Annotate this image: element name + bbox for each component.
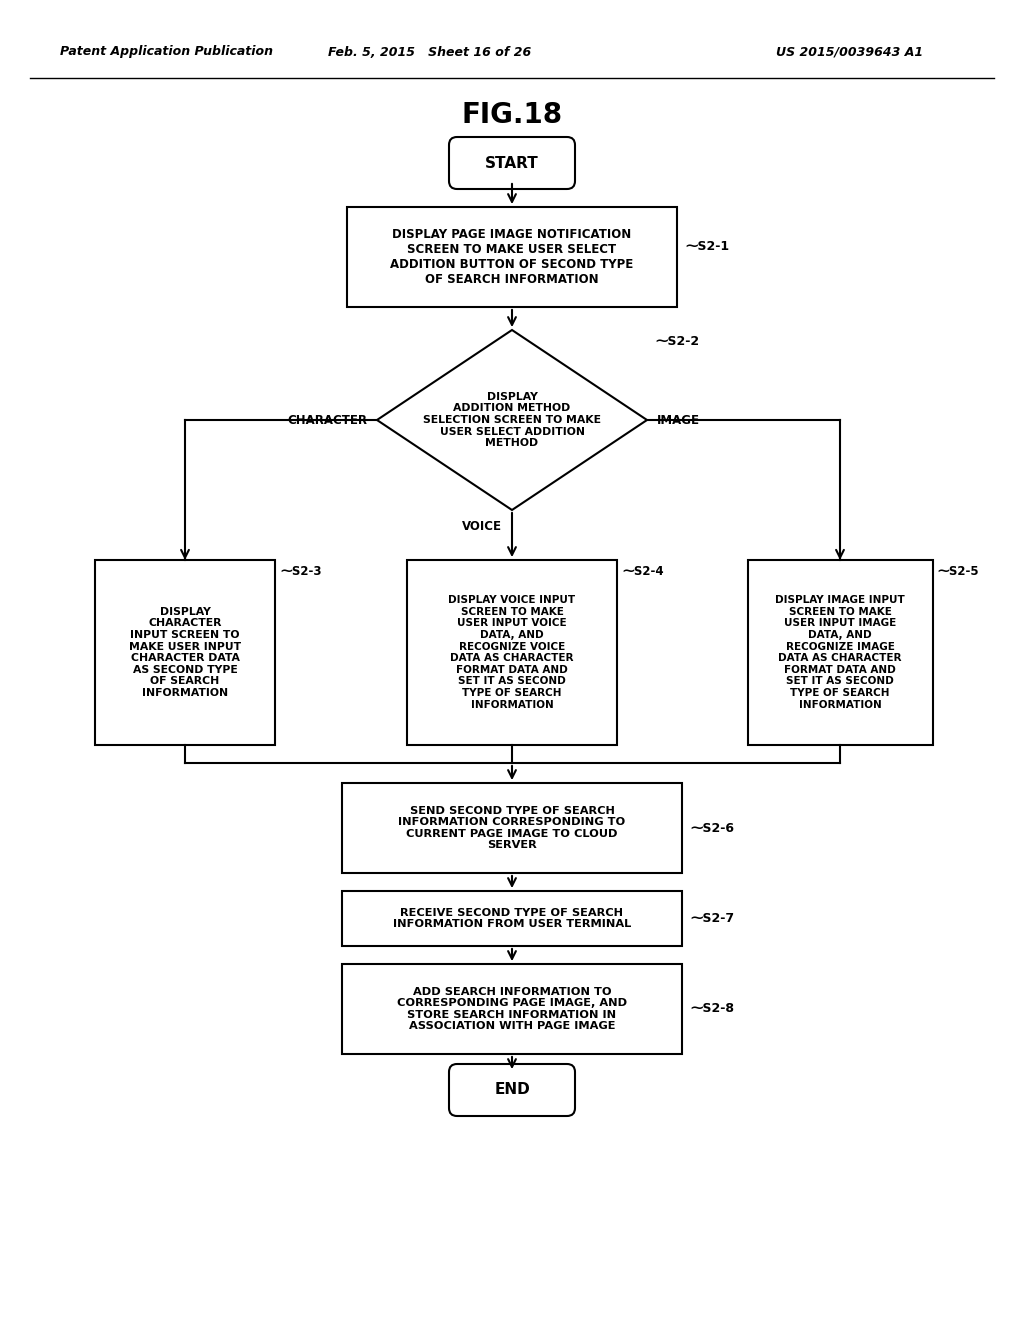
Text: ⁓S2-1: ⁓S2-1 xyxy=(685,240,729,253)
Text: CHARACTER: CHARACTER xyxy=(287,413,367,426)
Text: ⁓S2-8: ⁓S2-8 xyxy=(690,1002,734,1015)
Text: ADD SEARCH INFORMATION TO
CORRESPONDING PAGE IMAGE, AND
STORE SEARCH INFORMATION: ADD SEARCH INFORMATION TO CORRESPONDING … xyxy=(397,986,627,1031)
Text: Feb. 5, 2015   Sheet 16 of 26: Feb. 5, 2015 Sheet 16 of 26 xyxy=(329,45,531,58)
FancyBboxPatch shape xyxy=(748,560,933,744)
Text: SEND SECOND TYPE OF SEARCH
INFORMATION CORRESPONDING TO
CURRENT PAGE IMAGE TO CL: SEND SECOND TYPE OF SEARCH INFORMATION C… xyxy=(398,805,626,850)
Text: ⁓S2-7: ⁓S2-7 xyxy=(690,912,734,925)
Text: IMAGE: IMAGE xyxy=(657,413,700,426)
Text: DISPLAY
ADDITION METHOD
SELECTION SCREEN TO MAKE
USER SELECT ADDITION
METHOD: DISPLAY ADDITION METHOD SELECTION SCREEN… xyxy=(423,392,601,449)
Text: ⁓S2-2: ⁓S2-2 xyxy=(655,335,699,348)
Text: DISPLAY
CHARACTER
INPUT SCREEN TO
MAKE USER INPUT
CHARACTER DATA
AS SECOND TYPE
: DISPLAY CHARACTER INPUT SCREEN TO MAKE U… xyxy=(129,607,241,698)
Text: FIG.18: FIG.18 xyxy=(462,102,562,129)
FancyBboxPatch shape xyxy=(342,783,682,873)
FancyBboxPatch shape xyxy=(347,207,677,308)
FancyBboxPatch shape xyxy=(342,891,682,946)
Text: START: START xyxy=(485,156,539,170)
Text: Patent Application Publication: Patent Application Publication xyxy=(60,45,273,58)
Text: ⁓S2-5: ⁓S2-5 xyxy=(938,565,979,578)
Text: DISPLAY VOICE INPUT
SCREEN TO MAKE
USER INPUT VOICE
DATA, AND
RECOGNIZE VOICE
DA: DISPLAY VOICE INPUT SCREEN TO MAKE USER … xyxy=(449,595,575,710)
Text: DISPLAY PAGE IMAGE NOTIFICATION
SCREEN TO MAKE USER SELECT
ADDITION BUTTON OF SE: DISPLAY PAGE IMAGE NOTIFICATION SCREEN T… xyxy=(390,228,634,286)
Text: VOICE: VOICE xyxy=(462,520,502,533)
FancyBboxPatch shape xyxy=(449,1064,575,1115)
Text: ⁓S2-4: ⁓S2-4 xyxy=(622,565,664,578)
Text: RECEIVE SECOND TYPE OF SEARCH
INFORMATION FROM USER TERMINAL: RECEIVE SECOND TYPE OF SEARCH INFORMATIO… xyxy=(393,908,631,929)
FancyBboxPatch shape xyxy=(95,560,275,744)
Text: US 2015/0039643 A1: US 2015/0039643 A1 xyxy=(776,45,924,58)
Text: DISPLAY IMAGE INPUT
SCREEN TO MAKE
USER INPUT IMAGE
DATA, AND
RECOGNIZE IMAGE
DA: DISPLAY IMAGE INPUT SCREEN TO MAKE USER … xyxy=(775,595,905,710)
FancyBboxPatch shape xyxy=(407,560,617,744)
Text: ⁓S2-3: ⁓S2-3 xyxy=(280,565,322,578)
FancyBboxPatch shape xyxy=(449,137,575,189)
Text: ⁓S2-6: ⁓S2-6 xyxy=(690,821,734,834)
Text: END: END xyxy=(495,1082,529,1097)
FancyBboxPatch shape xyxy=(342,964,682,1053)
Polygon shape xyxy=(377,330,647,510)
